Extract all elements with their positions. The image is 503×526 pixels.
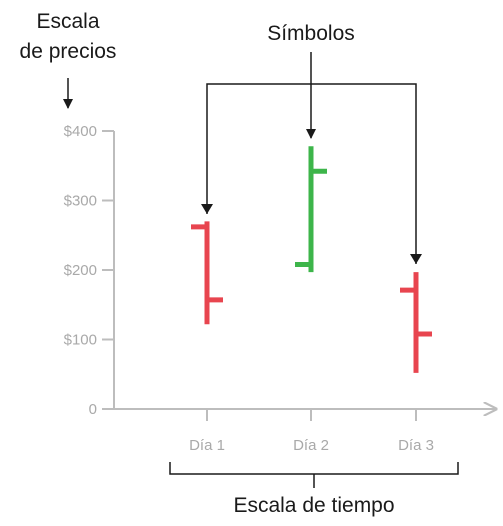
symbols-label: Símbolos [267,22,355,45]
ohlc-bars [191,146,432,373]
x-axis-ticks: Día 1 Día 2 Día 3 [189,409,434,454]
symbols-arrowhead-dia-3 [410,254,422,264]
ohlc-bar [191,221,223,325]
x-tick-label: Día 2 [293,437,329,454]
ohlc-bar [400,272,432,373]
y-tick-label: $400 [64,123,97,140]
y-tick-label: $300 [64,193,97,210]
y-tick-label: $100 [64,332,97,349]
symbols-arrowhead-dia-1 [201,204,213,214]
y-tick-label: 0 [89,401,97,418]
price-scale-label-line2: de precios [20,40,117,63]
x-tick-label: Día 3 [398,437,434,454]
y-tick-label: $200 [64,262,97,279]
price-scale-label-line1: Escala [36,10,99,33]
ohlc-bar [295,146,327,273]
time-scale-bracket [169,462,459,475]
y-axis-ticks: $400 $300 $200 $100 0 [64,123,114,418]
x-tick-label: Día 1 [189,437,225,454]
time-scale-label: Escala de tiempo [233,494,394,517]
